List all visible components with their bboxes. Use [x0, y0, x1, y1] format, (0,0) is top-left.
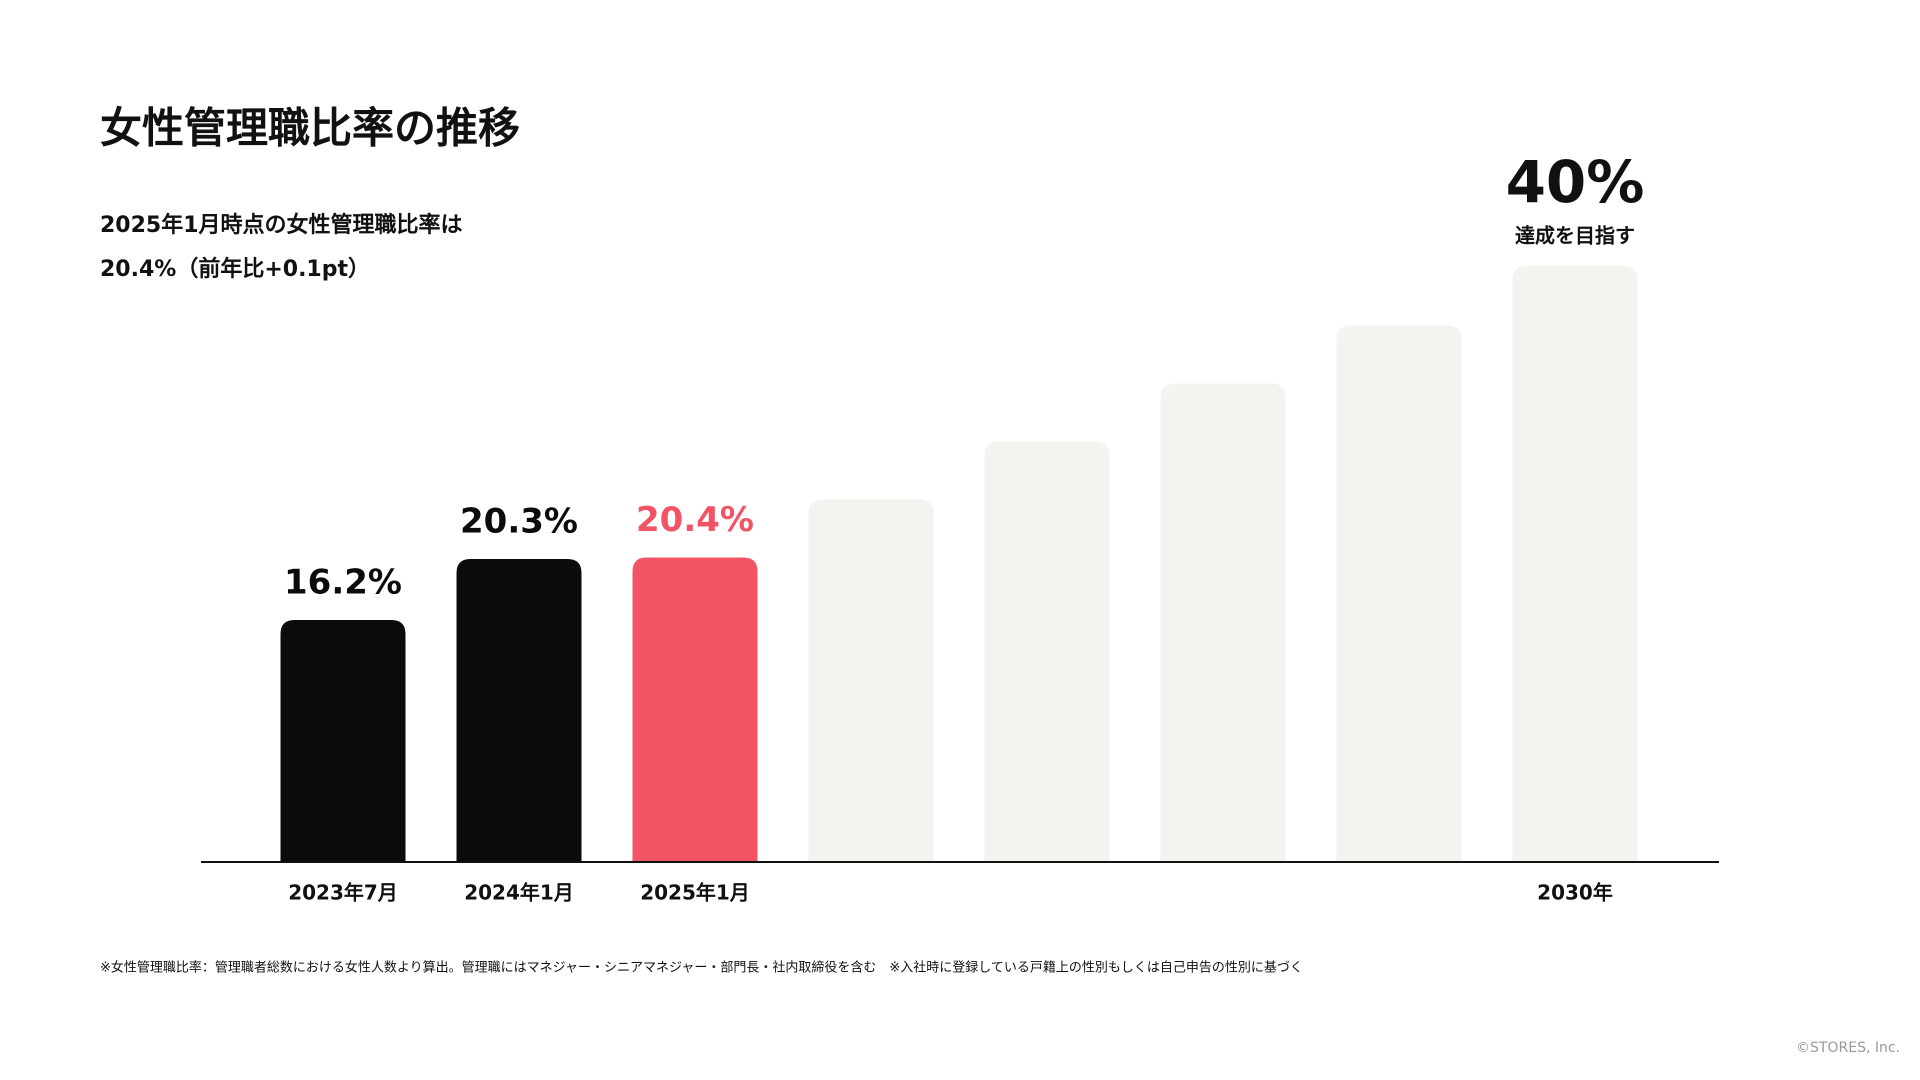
x-tick-label: 2024年1月	[464, 881, 574, 905]
x-tick-label: 2023年7月	[288, 881, 398, 905]
bar	[632, 557, 758, 861]
annotation: 達成を目指す	[1515, 224, 1635, 248]
subtitle: 20.4%（前年比+0.1pt）	[100, 256, 370, 282]
bar	[1512, 266, 1638, 861]
x-tick-label: 2030年	[1537, 881, 1613, 905]
value-label: 16.2%	[284, 563, 402, 603]
bar	[984, 441, 1110, 861]
copyright: ©STORES, Inc.	[1796, 1040, 1900, 1056]
title: 女性管理職比率の推移	[100, 104, 520, 153]
bar	[808, 499, 934, 861]
footnote: ※女性管理職比率：管理職者総数における女性人数より算出。管理職にはマネジャー・シ…	[100, 960, 1303, 976]
value-label: 20.3%	[460, 502, 578, 542]
bar	[280, 620, 406, 861]
value-label: 40%	[1506, 148, 1645, 216]
bar	[1160, 383, 1286, 861]
value-label: 20.4%	[636, 500, 754, 540]
bar	[1336, 325, 1462, 861]
subtitle: 2025年1月時点の女性管理職比率は	[100, 212, 463, 238]
x-tick-label: 2025年1月	[640, 881, 750, 905]
bar	[456, 559, 582, 861]
